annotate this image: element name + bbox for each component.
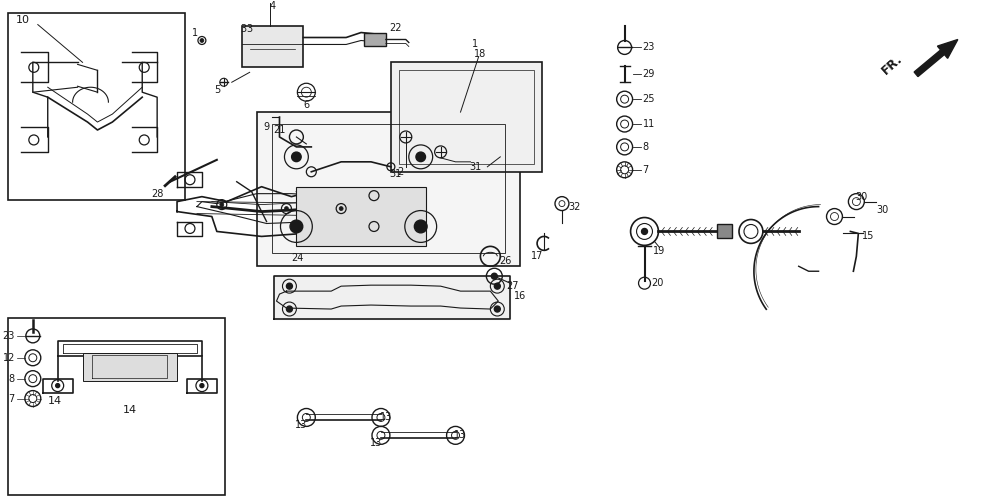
- Text: 7: 7: [642, 165, 649, 175]
- Circle shape: [494, 306, 500, 312]
- Circle shape: [220, 202, 224, 206]
- Bar: [717, 224, 732, 238]
- Circle shape: [285, 206, 289, 210]
- Text: 21: 21: [273, 125, 286, 135]
- Circle shape: [491, 273, 497, 279]
- Circle shape: [494, 283, 500, 289]
- Circle shape: [290, 220, 302, 233]
- Circle shape: [287, 306, 293, 312]
- Text: 11: 11: [642, 119, 655, 129]
- Circle shape: [292, 152, 301, 162]
- Bar: [391, 62, 542, 172]
- Text: 13: 13: [296, 420, 307, 430]
- Text: 4: 4: [269, 0, 276, 10]
- Bar: [82, 353, 177, 380]
- Text: 9: 9: [263, 122, 270, 132]
- Text: 20: 20: [651, 278, 664, 288]
- Text: 3: 3: [246, 24, 252, 34]
- Text: 22: 22: [390, 22, 402, 32]
- Bar: [272, 124, 506, 254]
- Bar: [8, 12, 185, 200]
- Text: 16: 16: [514, 291, 526, 301]
- Circle shape: [287, 283, 293, 289]
- Text: 8: 8: [9, 374, 15, 384]
- Text: 14: 14: [123, 406, 137, 415]
- Text: 5: 5: [214, 85, 220, 95]
- Text: 6: 6: [303, 100, 309, 110]
- Text: 12: 12: [3, 353, 15, 363]
- Circle shape: [200, 384, 204, 388]
- Bar: [8, 318, 225, 495]
- Text: 19: 19: [653, 246, 666, 256]
- Text: 10: 10: [16, 14, 29, 24]
- Text: 28: 28: [151, 188, 163, 198]
- Circle shape: [416, 152, 425, 162]
- Text: 24: 24: [292, 254, 303, 264]
- Text: 8: 8: [642, 142, 649, 152]
- Text: 25: 25: [642, 94, 655, 104]
- Text: 14: 14: [48, 396, 62, 406]
- Polygon shape: [274, 276, 511, 319]
- Text: 30: 30: [855, 192, 868, 202]
- Text: 31: 31: [390, 169, 402, 179]
- Text: 3: 3: [241, 24, 246, 34]
- Text: 26: 26: [499, 256, 512, 266]
- Text: 27: 27: [506, 281, 518, 291]
- Polygon shape: [914, 40, 957, 76]
- Circle shape: [641, 228, 647, 234]
- Text: 1: 1: [191, 28, 198, 38]
- Text: 23: 23: [642, 42, 655, 52]
- Bar: [399, 70, 534, 164]
- Circle shape: [56, 384, 60, 388]
- Text: 23: 23: [3, 331, 15, 341]
- Text: 13: 13: [455, 430, 466, 440]
- Text: 32: 32: [569, 202, 581, 211]
- Text: 30: 30: [876, 204, 889, 214]
- Text: 13: 13: [370, 438, 382, 448]
- Text: 13: 13: [380, 412, 392, 422]
- Text: 1: 1: [472, 40, 478, 50]
- Text: 18: 18: [474, 50, 486, 59]
- Circle shape: [414, 220, 427, 233]
- Text: 2: 2: [398, 167, 404, 177]
- Circle shape: [200, 38, 204, 42]
- Bar: [364, 32, 386, 46]
- Text: 15: 15: [862, 232, 875, 241]
- Circle shape: [339, 206, 343, 210]
- Bar: [256, 112, 520, 266]
- Bar: [297, 186, 425, 246]
- Text: 31: 31: [469, 162, 481, 172]
- Bar: [242, 26, 303, 68]
- Text: 7: 7: [9, 394, 15, 404]
- Text: FR.: FR.: [879, 52, 905, 77]
- Text: 17: 17: [531, 252, 543, 262]
- Text: 29: 29: [642, 70, 655, 80]
